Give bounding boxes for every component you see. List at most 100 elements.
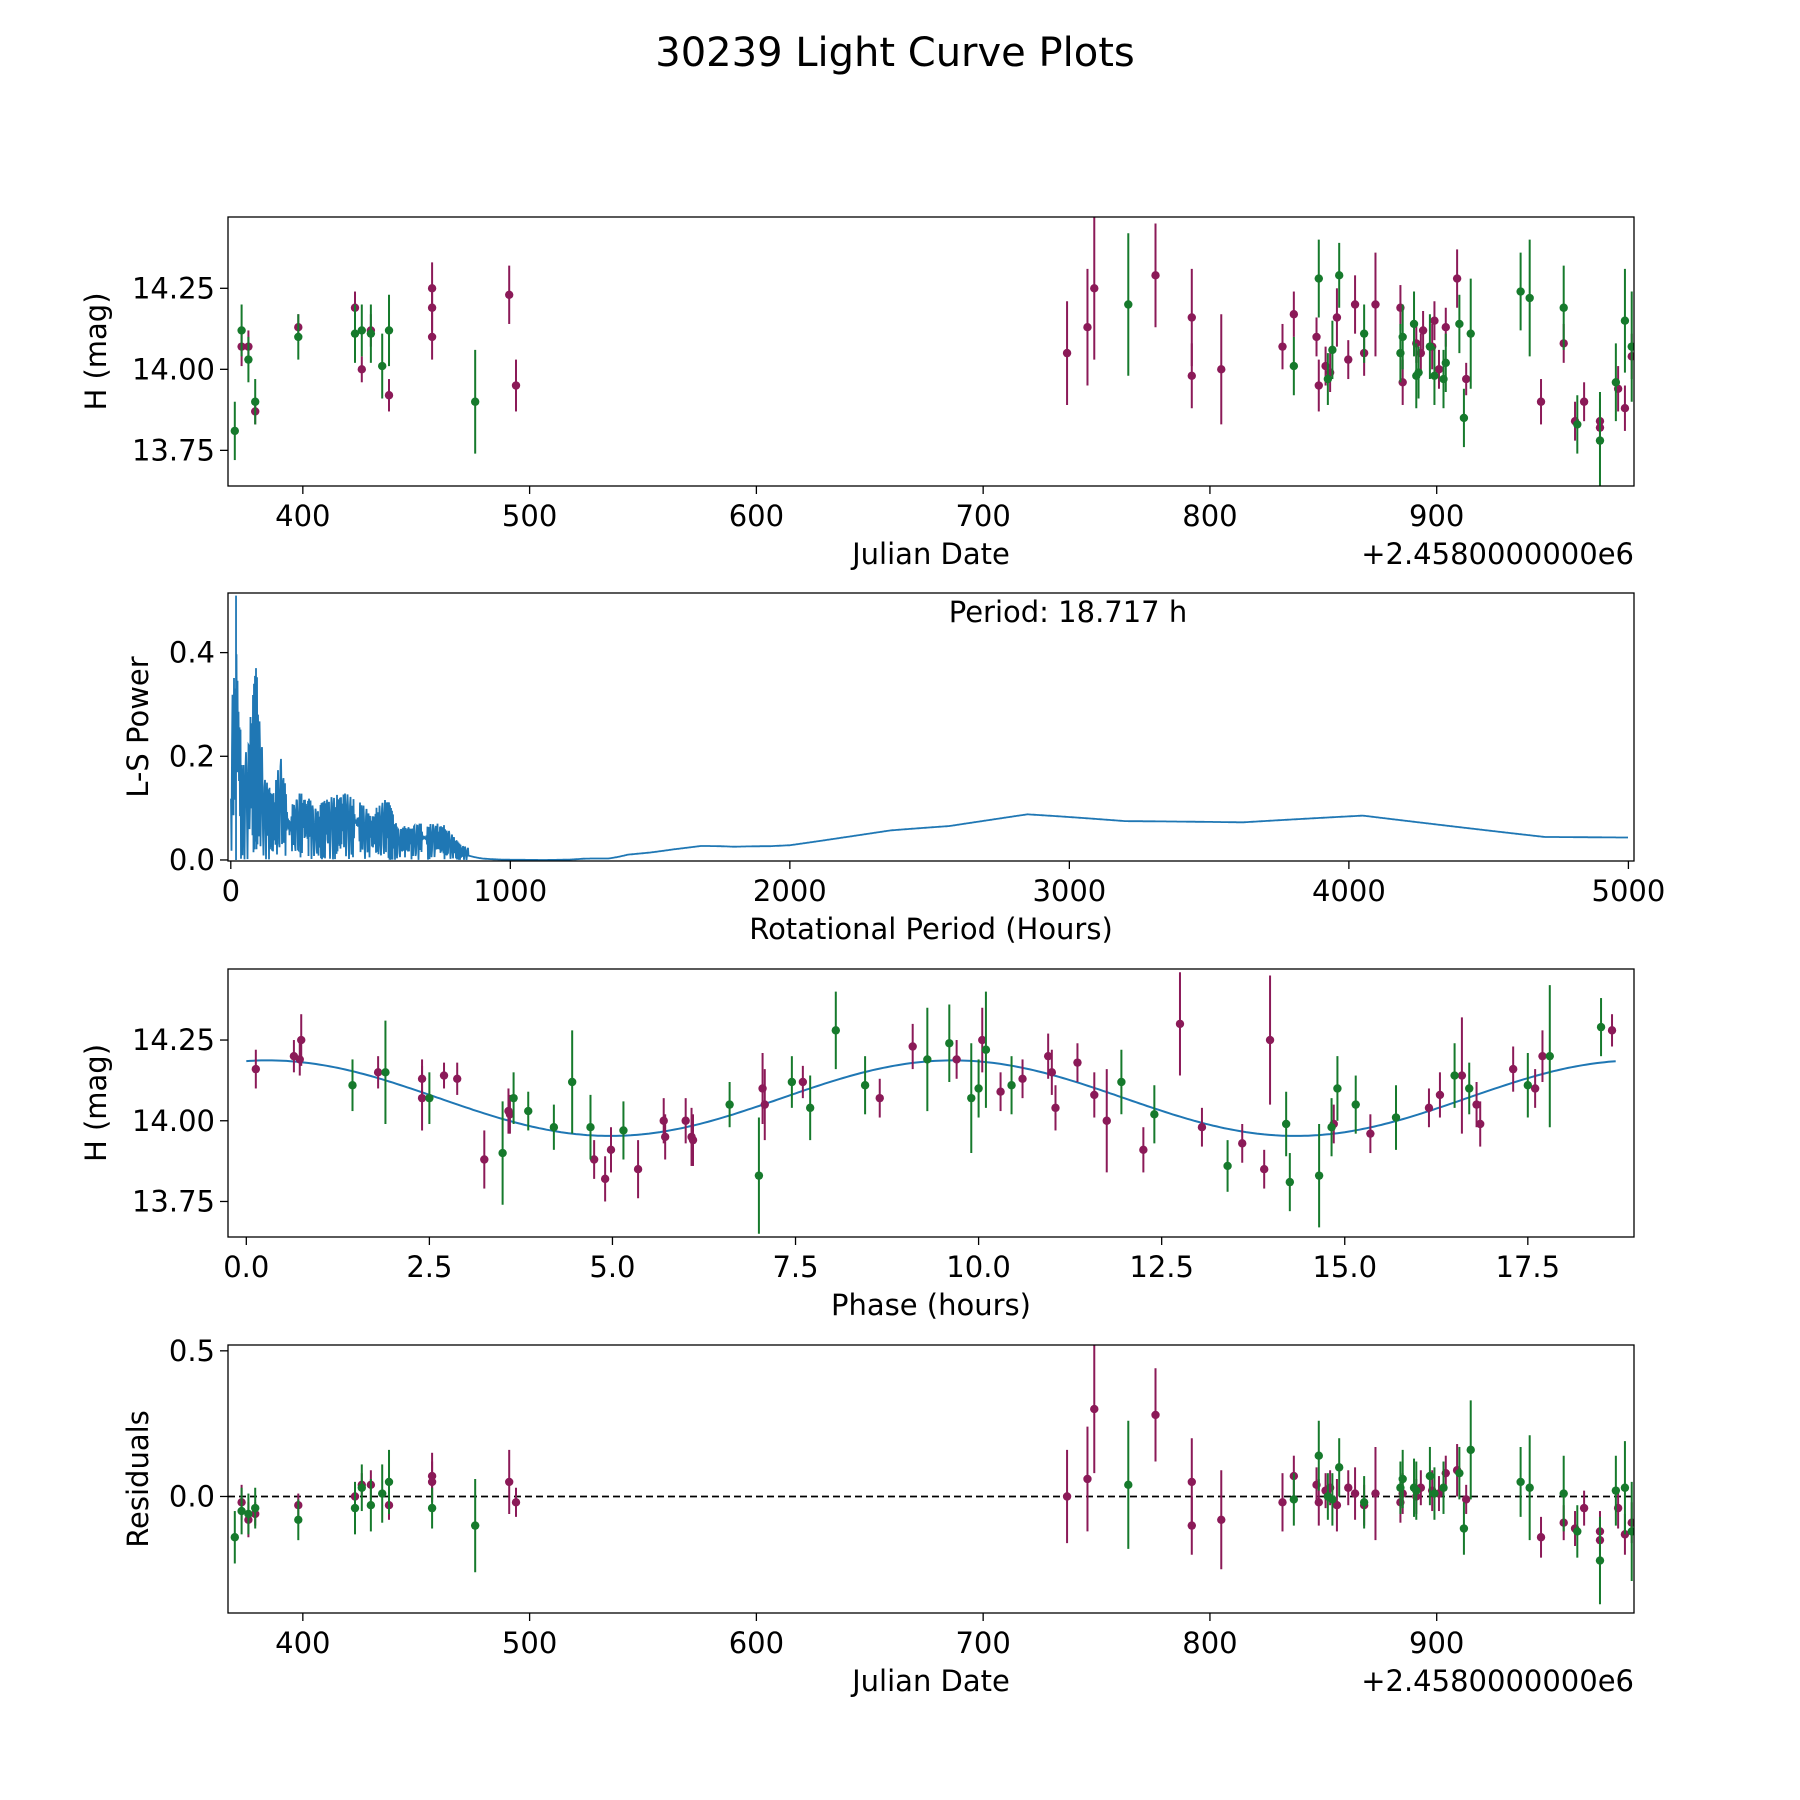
- data-point: [1359, 1498, 1369, 1507]
- x-tick-label: 400: [275, 1626, 330, 1660]
- data-point: [567, 1077, 577, 1087]
- data-point: [1579, 397, 1589, 406]
- data-point: [417, 1093, 427, 1103]
- x-tick-label: 5000: [1592, 874, 1666, 908]
- data-point: [1461, 1495, 1471, 1504]
- data-point: [1466, 329, 1475, 338]
- data-point: [945, 1039, 954, 1048]
- x-tick-label: 2.5: [406, 1250, 452, 1284]
- data-point: [1314, 1171, 1324, 1180]
- data-point: [427, 1477, 437, 1487]
- x-tick-label: 700: [955, 499, 1010, 533]
- data-point: [1596, 1022, 1606, 1032]
- data-point: [549, 1123, 559, 1132]
- y-tick-label: 0.0: [169, 1479, 215, 1513]
- data-point: [1351, 1100, 1360, 1109]
- data-point: [1332, 1501, 1342, 1510]
- data-point: [378, 361, 387, 371]
- x-axis-label: Rotational Period (Hours): [749, 912, 1113, 946]
- data-point: [251, 1064, 261, 1074]
- data-point: [1314, 381, 1323, 390]
- data-point: [1523, 1081, 1533, 1090]
- series-magenta: [251, 972, 1617, 1202]
- data-point: [1312, 332, 1321, 342]
- data-point: [381, 1068, 390, 1077]
- x-offset-label: +2.4580000000e6: [1361, 537, 1634, 571]
- data-point: [1062, 348, 1072, 358]
- data-point: [1536, 397, 1546, 406]
- data-point: [1439, 1483, 1448, 1492]
- data-point: [787, 1077, 797, 1087]
- data-point: [511, 1498, 521, 1507]
- data-point: [1472, 1100, 1481, 1109]
- data-point: [1418, 326, 1428, 335]
- data-point: [297, 1035, 306, 1045]
- data-point: [1441, 358, 1450, 368]
- data-point: [357, 1483, 366, 1492]
- x-tick-label: 1000: [473, 874, 547, 908]
- data-point: [1530, 1084, 1540, 1093]
- data-point: [831, 1026, 841, 1035]
- data-point: [1455, 319, 1464, 329]
- data-point: [453, 1074, 462, 1083]
- data-point: [511, 381, 521, 390]
- data-point: [439, 1071, 449, 1080]
- data-point: [1516, 287, 1525, 296]
- x-tick-label: 500: [502, 499, 557, 533]
- y-tick-label: 13.75: [132, 433, 215, 467]
- data-point: [725, 1100, 734, 1109]
- data-point: [1430, 1489, 1439, 1498]
- data-point: [1538, 1051, 1547, 1061]
- data-point: [681, 1116, 690, 1125]
- data-point: [967, 1093, 976, 1103]
- data-point: [688, 1135, 698, 1145]
- data-point: [350, 329, 360, 338]
- x-tick-label: 4000: [1312, 874, 1386, 908]
- x-tick-label: 10.0: [946, 1250, 1011, 1284]
- data-point: [1043, 1051, 1053, 1061]
- data-point: [1187, 313, 1196, 322]
- data-point: [237, 1506, 246, 1516]
- data-point: [1150, 1110, 1159, 1119]
- data-point: [1398, 332, 1407, 342]
- data-point: [1314, 1498, 1323, 1507]
- y-tick-label: 0.2: [169, 739, 215, 773]
- data-point: [505, 1110, 515, 1119]
- x-offset-label: +2.4580000000e6: [1361, 1664, 1634, 1698]
- data-point: [1333, 1084, 1342, 1093]
- data-point: [1559, 303, 1568, 312]
- data-point: [660, 1132, 670, 1142]
- x-tick-label: 900: [1409, 499, 1464, 533]
- data-point: [1327, 1123, 1336, 1132]
- data-point: [1620, 404, 1630, 413]
- data-point: [1139, 1145, 1148, 1155]
- data-point: [1371, 300, 1380, 309]
- x-tick-label: 500: [502, 1626, 557, 1660]
- data-point: [1450, 1071, 1459, 1080]
- data-point: [1579, 1503, 1589, 1513]
- data-point: [1536, 1533, 1546, 1542]
- data-point: [1595, 1556, 1605, 1565]
- data-point: [1459, 1524, 1469, 1533]
- plot-area: [228, 1345, 1634, 1605]
- panel-lightcurve: 400 500 600 700 800 900 13.75 14.00 14.25 Julian …: [79, 216, 1635, 571]
- data-point: [509, 1093, 518, 1103]
- series-green: [348, 985, 1606, 1234]
- x-tick-label: 17.5: [1496, 1250, 1561, 1284]
- data-point: [1285, 1177, 1295, 1187]
- data-point: [1620, 1530, 1630, 1539]
- data-point: [1090, 1404, 1099, 1414]
- x-tick-label: 2000: [753, 874, 827, 908]
- data-point: [1627, 1527, 1634, 1536]
- data-point: [978, 1035, 987, 1045]
- axes-frame: [227, 1344, 1635, 1614]
- y-tick-label: 14.25: [132, 1023, 215, 1057]
- data-point: [1278, 342, 1287, 351]
- data-point: [295, 1055, 304, 1064]
- data-point: [373, 1068, 383, 1077]
- x-tick-label: 600: [729, 499, 784, 533]
- data-point: [470, 1521, 480, 1530]
- data-point: [1073, 1058, 1082, 1067]
- data-point: [1611, 1486, 1621, 1495]
